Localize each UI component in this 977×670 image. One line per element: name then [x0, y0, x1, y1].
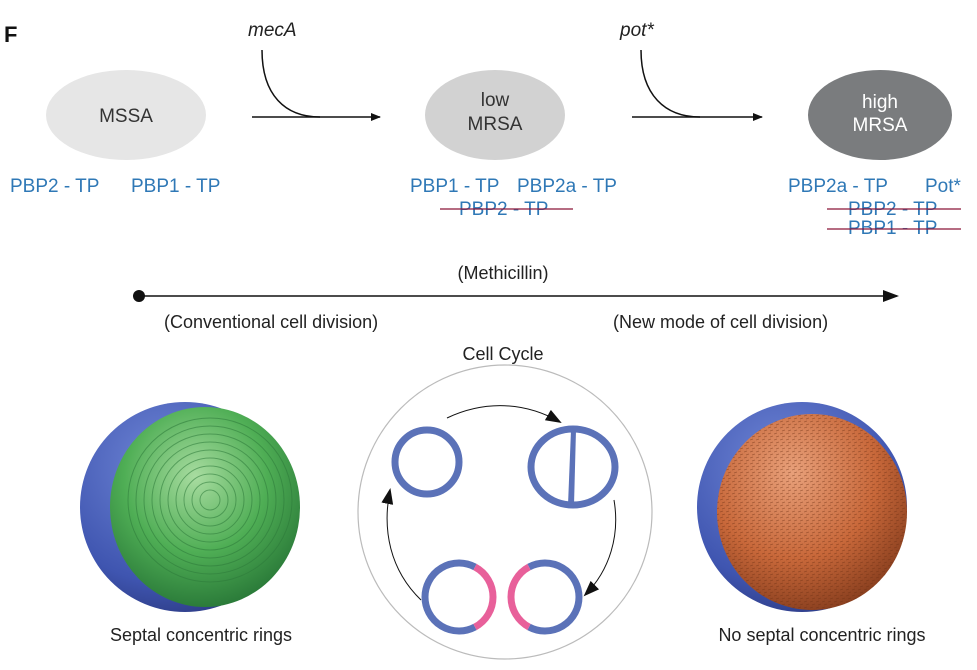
protein-label: Pot* [925, 176, 962, 197]
panel-label: F [4, 22, 17, 47]
daughter-cell-left [421, 559, 497, 635]
left-caption: Septal concentric rings [110, 625, 292, 645]
mssa-cell-sphere [80, 402, 300, 612]
protein-label: PBP2a - TP [517, 176, 617, 197]
timeline-left-label: (Conventional cell division) [164, 312, 378, 332]
mssa-label: MSSA [99, 106, 153, 127]
pot-curve [640, 49, 701, 118]
concentric-rings [127, 417, 293, 583]
cell-unseparated [391, 426, 463, 498]
protein-label: PBP2a - TP [788, 176, 888, 197]
protein-label: PBP2 - TP [10, 176, 99, 197]
daughter-cell-right [507, 559, 583, 635]
protein-label: PBP1 - TP [410, 176, 499, 197]
cycle-arrow [446, 405, 562, 423]
right-caption: No septal concentric rings [718, 625, 925, 645]
cycle-arrow [583, 499, 617, 597]
septum [568, 430, 576, 505]
timeline-label: (Methicillin) [457, 263, 548, 283]
cell-cycle-boundary [357, 364, 653, 660]
gene-mecA-label: mecA [248, 20, 297, 41]
low-mrsa-ellipse [425, 70, 565, 160]
protein-label: PBP1 - TP [131, 176, 220, 197]
mssa-ellipse [46, 70, 206, 160]
cell-cycle-title: Cell Cycle [462, 344, 543, 364]
timeline-right-label: (New mode of cell division) [613, 312, 828, 332]
cycle-arrow [381, 488, 422, 601]
high-mrsa-cell-sphere [697, 402, 907, 612]
gene-pot-label: pot* [619, 20, 654, 41]
low-mrsa-label-2: MRSA [468, 114, 523, 135]
low-mrsa-label-1: low [481, 90, 510, 111]
high-mrsa-label-1: high [862, 92, 898, 113]
high-mrsa-ellipse [808, 70, 952, 160]
mecA-curve [261, 49, 321, 118]
high-mrsa-label-2: MRSA [853, 115, 908, 136]
